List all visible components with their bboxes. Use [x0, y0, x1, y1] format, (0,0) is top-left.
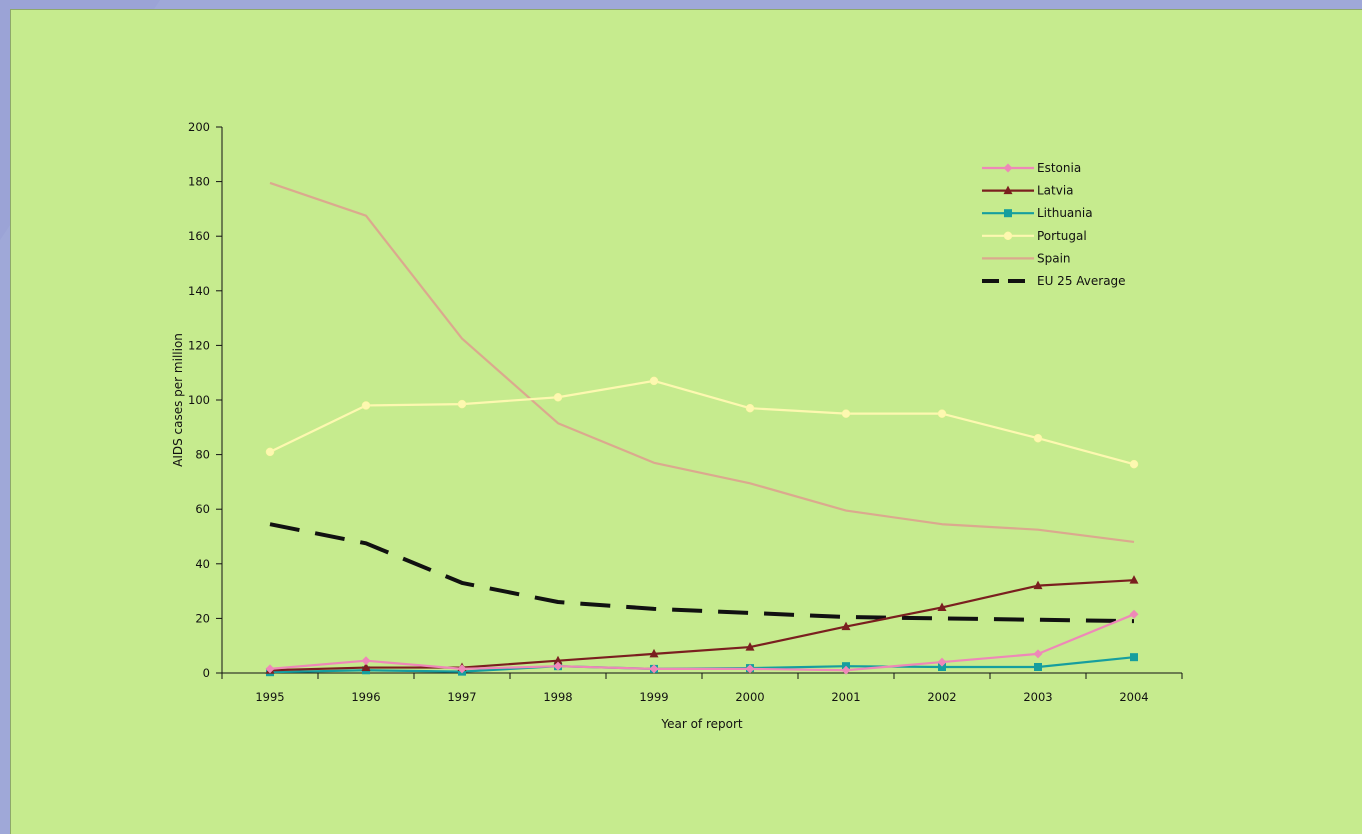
legend-label-latvia: Latvia — [1037, 184, 1074, 198]
y-tick-label: 0 — [203, 666, 210, 680]
legend-marker-portugal — [1003, 231, 1013, 241]
data-point-latvia — [361, 662, 371, 672]
data-point-portugal — [1033, 433, 1043, 443]
x-tick-label: 1997 — [447, 690, 476, 704]
legend-item-latvia: Latvia — [982, 184, 1074, 198]
data-point-latvia — [745, 642, 755, 651]
series-line-latvia — [269, 579, 1135, 672]
y-tick-label: 140 — [188, 284, 210, 298]
series-line-estonia — [269, 613, 1135, 672]
data-point-estonia — [265, 664, 275, 674]
data-point-estonia — [937, 657, 947, 667]
data-point-portugal — [361, 401, 371, 410]
y-axis-title: AIDS cases per million — [171, 333, 185, 467]
x-tick-label: 1995 — [255, 690, 284, 704]
legend-label-eu-25-average: EU 25 Average — [1037, 274, 1126, 288]
legend-label-lithuania: Lithuania — [1037, 206, 1093, 220]
data-point-portugal — [745, 403, 755, 413]
legend-marker-estonia — [1003, 163, 1013, 173]
series-spain — [269, 181, 1135, 544]
series-line-eu-25-average — [269, 522, 1135, 624]
legend-item-eu-25-average: EU 25 Average — [982, 274, 1126, 288]
data-point-portugal — [841, 409, 851, 418]
series-eu-25-average — [269, 522, 1135, 624]
legend-item-lithuania: Lithuania — [982, 206, 1093, 220]
legend: Estonia Latvia Lithuania Portugal Spain EU 25… — [982, 161, 1126, 288]
data-point-latvia — [649, 648, 659, 658]
x-tick-label: 1996 — [351, 690, 380, 704]
legend-marker-lithuania — [1004, 209, 1012, 218]
series-estonia — [265, 609, 1139, 675]
y-tick-label: 60 — [195, 502, 210, 516]
series-line-portugal — [269, 379, 1135, 466]
data-point-portugal — [553, 393, 563, 402]
data-point-latvia — [553, 655, 563, 665]
series-portugal — [265, 376, 1139, 469]
data-point-portugal — [1129, 459, 1139, 469]
legend-marker-latvia — [1003, 185, 1013, 195]
y-tick-label: 200 — [188, 120, 210, 134]
x-tick-label: 2000 — [735, 690, 764, 704]
y-tick-label: 160 — [188, 229, 210, 243]
y-tick-label: 40 — [195, 557, 210, 571]
data-point-portugal — [649, 376, 659, 386]
y-tick-label: 80 — [195, 448, 210, 462]
axes: 0 20 40 60 80 100 120 140 160 180 200 1995 1996 1997 1… — [188, 120, 1183, 704]
data-point-latvia — [1129, 575, 1139, 584]
data-point-portugal — [937, 409, 947, 418]
series-layer — [265, 181, 1139, 677]
data-point-estonia — [745, 664, 755, 674]
x-axis-title: Year of report — [660, 717, 743, 731]
series-latvia — [265, 575, 1139, 674]
y-tick-label: 120 — [188, 338, 210, 352]
data-point-portugal — [457, 399, 467, 409]
data-point-estonia — [1033, 649, 1043, 659]
x-tick-label: 2003 — [1023, 690, 1052, 704]
y-tick-label: 180 — [188, 175, 210, 189]
data-point-estonia — [1129, 609, 1139, 619]
legend-label-estonia: Estonia — [1037, 161, 1081, 175]
data-point-estonia — [841, 665, 851, 675]
data-point-estonia — [553, 661, 563, 671]
x-tick-label: 1999 — [639, 690, 668, 704]
series-line-spain — [269, 181, 1135, 544]
data-point-latvia — [937, 602, 947, 611]
data-point-estonia — [361, 656, 371, 666]
y-tick-label: 100 — [188, 393, 210, 407]
data-point-latvia — [841, 621, 851, 631]
data-point-estonia — [457, 664, 467, 674]
x-tick-label: 2004 — [1119, 690, 1148, 704]
data-point-portugal — [265, 447, 275, 457]
x-tick-label: 1998 — [543, 690, 572, 704]
legend-label-portugal: Portugal — [1037, 229, 1087, 243]
data-point-latvia — [1033, 580, 1043, 590]
chart-panel — [10, 9, 1362, 834]
legend-item-estonia: Estonia — [982, 161, 1081, 175]
legend-label-spain: Spain — [1037, 251, 1071, 265]
data-point-estonia — [649, 664, 659, 674]
legend-item-spain: Spain — [982, 251, 1071, 265]
data-point-lithuania — [1034, 662, 1042, 671]
data-point-lithuania — [1130, 653, 1138, 662]
x-tick-label: 2001 — [831, 690, 860, 704]
data-point-lithuania — [938, 662, 946, 671]
y-tick-label: 20 — [195, 611, 210, 625]
x-tick-label: 2002 — [927, 690, 956, 704]
legend-item-portugal: Portugal — [982, 229, 1087, 243]
